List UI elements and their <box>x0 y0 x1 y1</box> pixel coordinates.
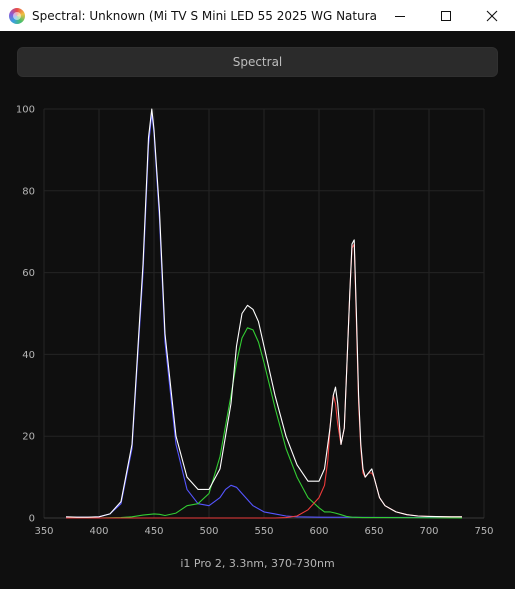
maximize-button[interactable] <box>423 0 469 31</box>
spectral-button[interactable]: Spectral <box>17 47 498 77</box>
instrument-label: i1 Pro 2, 3.3nm, 370-730nm <box>180 557 335 570</box>
x-tick-label: 350 <box>34 526 53 537</box>
y-tick-label: 60 <box>22 268 35 279</box>
minimize-icon <box>395 15 405 17</box>
y-tick-label: 100 <box>16 105 35 116</box>
series-line <box>65 108 462 518</box>
x-tick-label: 700 <box>419 526 438 537</box>
series-line <box>66 112 463 519</box>
x-tick-label: 600 <box>309 526 328 537</box>
spectral-chart: 350 400 450 500 550 600 650 700 750 0 20 40 60 80 100 <box>16 105 494 538</box>
spectral-app-icon <box>9 7 25 24</box>
x-tick-label: 650 <box>364 526 383 537</box>
y-tick-label: 0 <box>29 514 35 525</box>
x-tick-label: 400 <box>89 526 108 537</box>
window-title: Spectral: Unknown (Mi TV S Mini LED 55 2… <box>32 8 377 23</box>
x-tick-label: 500 <box>199 526 218 537</box>
y-tick-label: 20 <box>22 432 35 443</box>
series-line <box>66 327 463 519</box>
close-button[interactable] <box>469 0 515 31</box>
y-tick-label: 40 <box>22 350 35 361</box>
minimize-button[interactable] <box>377 0 423 31</box>
close-icon <box>486 10 498 21</box>
x-tick-label: 750 <box>474 526 493 537</box>
y-tick-label: 80 <box>22 186 35 197</box>
x-tick-label: 550 <box>254 526 273 537</box>
x-tick-label: 450 <box>144 526 163 537</box>
maximize-icon <box>441 10 451 21</box>
title-bar: Spectral: Unknown (Mi TV S Mini LED 55 2… <box>0 0 515 31</box>
